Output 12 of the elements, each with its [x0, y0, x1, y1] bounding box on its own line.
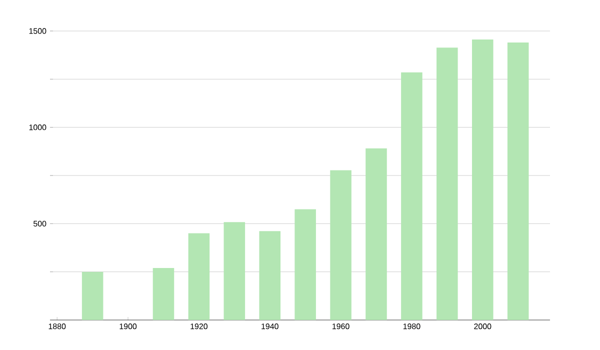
bar: [188, 233, 210, 320]
bar: [259, 231, 280, 320]
bar: [82, 272, 104, 320]
bar: [436, 48, 458, 320]
bar: [401, 72, 422, 320]
bar: [366, 148, 387, 320]
bar: [224, 222, 246, 320]
bar: [472, 39, 494, 320]
bar: [152, 268, 174, 320]
bar: [330, 170, 352, 320]
bar: [507, 42, 529, 320]
bar: [294, 209, 316, 320]
